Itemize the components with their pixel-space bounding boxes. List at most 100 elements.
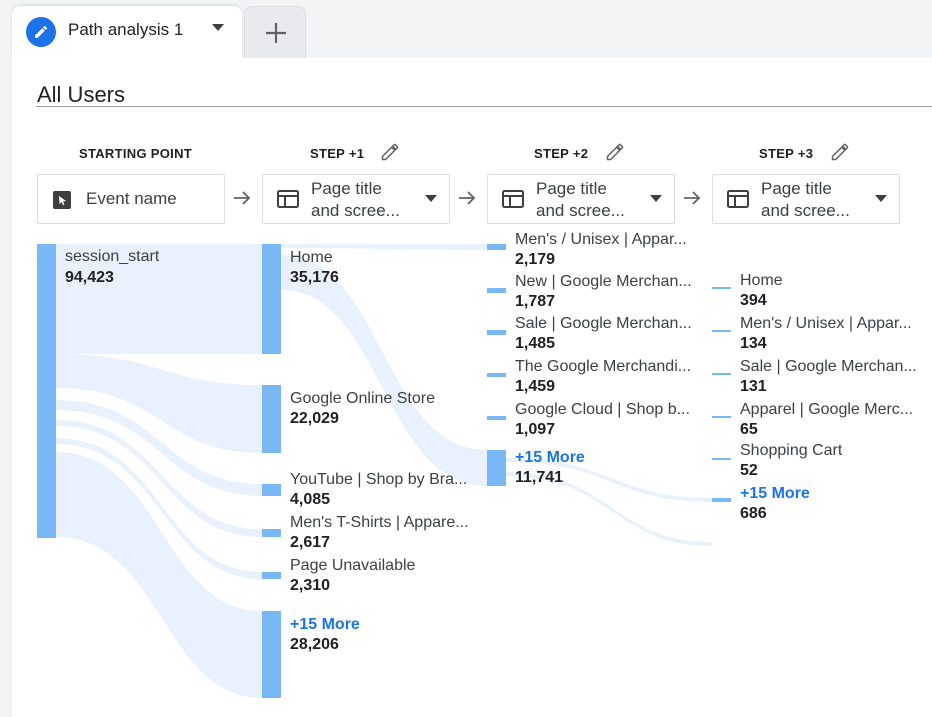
step1-node-label: Home bbox=[290, 249, 333, 266]
step3-node-value: 65 bbox=[740, 421, 758, 438]
caret-down-icon[interactable] bbox=[425, 195, 437, 203]
step1-node-bar[interactable] bbox=[262, 244, 281, 354]
step1-node-bar[interactable] bbox=[262, 611, 281, 698]
dimension-label: Page title and scree... bbox=[311, 179, 400, 220]
arrow-right-icon bbox=[684, 191, 701, 205]
step2-node-bar[interactable] bbox=[487, 373, 506, 377]
tab-path-analysis[interactable]: Path analysis 1 bbox=[12, 6, 242, 58]
step3-node-label: Shopping Cart bbox=[740, 442, 843, 459]
flow-links bbox=[56, 244, 712, 698]
more-nodes-link[interactable]: +15 More bbox=[515, 449, 585, 466]
column-header-start: STARTING POINT bbox=[79, 146, 193, 161]
column-header-step3: STEP +3 bbox=[759, 146, 814, 161]
plus-icon bbox=[266, 23, 286, 43]
dimension-label: Page title and scree... bbox=[536, 179, 625, 220]
page-icon bbox=[277, 190, 299, 208]
step3-node-label: Home bbox=[740, 272, 783, 289]
step3-node-label: Men's / Unisex | Appar... bbox=[740, 315, 912, 332]
step1-node-value: 2,617 bbox=[290, 534, 331, 551]
step2-node-label: Sale | Google Merchan... bbox=[515, 315, 692, 332]
flow-link bbox=[56, 354, 262, 453]
step3-dimension[interactable]: Page title and scree... bbox=[712, 174, 900, 224]
dimension-label: Page title and scree... bbox=[761, 179, 850, 220]
step3-node-value: 134 bbox=[740, 335, 767, 352]
step2-node-bar[interactable] bbox=[487, 450, 506, 486]
flow-nodes bbox=[37, 244, 731, 698]
column-header-step2: STEP +2 bbox=[534, 146, 589, 161]
step3-node-bar[interactable] bbox=[712, 458, 731, 460]
step1-node-bar[interactable] bbox=[262, 484, 281, 496]
step2-node-value: 1,485 bbox=[515, 335, 556, 352]
step1-node-value: 4,085 bbox=[290, 491, 331, 508]
flow-link bbox=[281, 254, 487, 486]
flow-link bbox=[56, 400, 262, 496]
starting-point-dimension[interactable]: Event name bbox=[37, 174, 225, 224]
step3-node-bar[interactable] bbox=[712, 330, 731, 332]
tab-label: Path analysis 1 bbox=[68, 20, 184, 39]
arrow-right-icon bbox=[234, 191, 251, 205]
path-flow-diagram bbox=[37, 244, 731, 698]
edit-step1-icon[interactable] bbox=[380, 142, 400, 162]
step1-node-value: 22,029 bbox=[290, 410, 339, 427]
step1-node-label: YouTube | Shop by Bra... bbox=[290, 471, 468, 488]
segment-divider bbox=[36, 106, 932, 107]
step2-node-label: Google Cloud | Shop b... bbox=[515, 401, 690, 418]
segment-title: All Users bbox=[37, 82, 126, 107]
tab-bar: Path analysis 1 bbox=[0, 0, 932, 58]
step1-dimension[interactable]: Page title and scree... bbox=[262, 174, 450, 224]
step1-node-value: 2,310 bbox=[290, 577, 331, 594]
step1-node-bar[interactable] bbox=[262, 572, 281, 579]
step2-node-value: 1,097 bbox=[515, 421, 556, 438]
start-node-bar[interactable] bbox=[37, 244, 56, 538]
more-nodes-link[interactable]: +15 More bbox=[290, 616, 360, 633]
step1-node-value: 35,176 bbox=[290, 269, 339, 286]
step2-node-label: New | Google Merchan... bbox=[515, 273, 692, 290]
flow-link bbox=[56, 420, 262, 537]
cursor-icon bbox=[53, 191, 71, 209]
caret-down-icon[interactable] bbox=[650, 195, 662, 203]
column-header-step1: STEP +1 bbox=[310, 146, 365, 161]
edit-step2-icon[interactable] bbox=[605, 142, 625, 162]
edit-icon[interactable] bbox=[26, 17, 56, 47]
step3-node-bar[interactable] bbox=[712, 498, 731, 502]
start-node-value: 94,423 bbox=[65, 269, 114, 286]
step2-dimension[interactable]: Page title and scree... bbox=[487, 174, 675, 224]
flow-link bbox=[56, 244, 262, 354]
step2-node-bar[interactable] bbox=[487, 330, 506, 335]
step1-node-label: Google Online Store bbox=[290, 390, 435, 407]
dimension-label: Event name bbox=[86, 189, 177, 208]
step3-node-value: 131 bbox=[740, 378, 767, 395]
step1-node-label: Page Unavailable bbox=[290, 557, 416, 574]
start-node-label: session_start bbox=[65, 248, 160, 265]
step3-node-bar[interactable] bbox=[712, 373, 731, 375]
step3-node-label: Apparel | Google Merc... bbox=[740, 401, 914, 418]
step3-node-bar[interactable] bbox=[712, 287, 731, 289]
flow-link bbox=[56, 452, 262, 698]
exploration-panel: All Users STARTING POINT STEP +1 STEP +2… bbox=[12, 58, 932, 717]
step3-node-value: 686 bbox=[740, 505, 767, 522]
step2-node-bar[interactable] bbox=[487, 288, 506, 293]
add-tab-button[interactable] bbox=[244, 6, 306, 58]
step1-node-bar[interactable] bbox=[262, 529, 281, 537]
flow-link bbox=[281, 244, 487, 250]
flow-link bbox=[506, 472, 712, 546]
step2-node-value: 1,459 bbox=[515, 378, 556, 395]
arrow-right-icon bbox=[459, 191, 476, 205]
caret-down-icon[interactable] bbox=[212, 24, 224, 32]
flow-link bbox=[56, 438, 262, 579]
step1-node-label: Men's T-Shirts | Appare... bbox=[290, 514, 469, 531]
step1-node-bar[interactable] bbox=[262, 385, 281, 453]
step3-node-value: 52 bbox=[740, 462, 758, 479]
step3-node-value: 394 bbox=[740, 292, 767, 309]
step2-node-value: 2,179 bbox=[515, 251, 556, 268]
step2-node-bar[interactable] bbox=[487, 244, 506, 250]
edit-step3-icon[interactable] bbox=[830, 142, 850, 162]
step3-node-bar[interactable] bbox=[712, 416, 731, 418]
caret-down-icon[interactable] bbox=[875, 195, 887, 203]
flow-link bbox=[506, 458, 712, 502]
page-icon bbox=[727, 190, 749, 208]
step2-node-value: 11,741 bbox=[515, 469, 564, 486]
step2-node-label: Men's / Unisex | Appar... bbox=[515, 231, 687, 248]
more-nodes-link[interactable]: +15 More bbox=[740, 485, 810, 502]
step2-node-bar[interactable] bbox=[487, 416, 506, 420]
